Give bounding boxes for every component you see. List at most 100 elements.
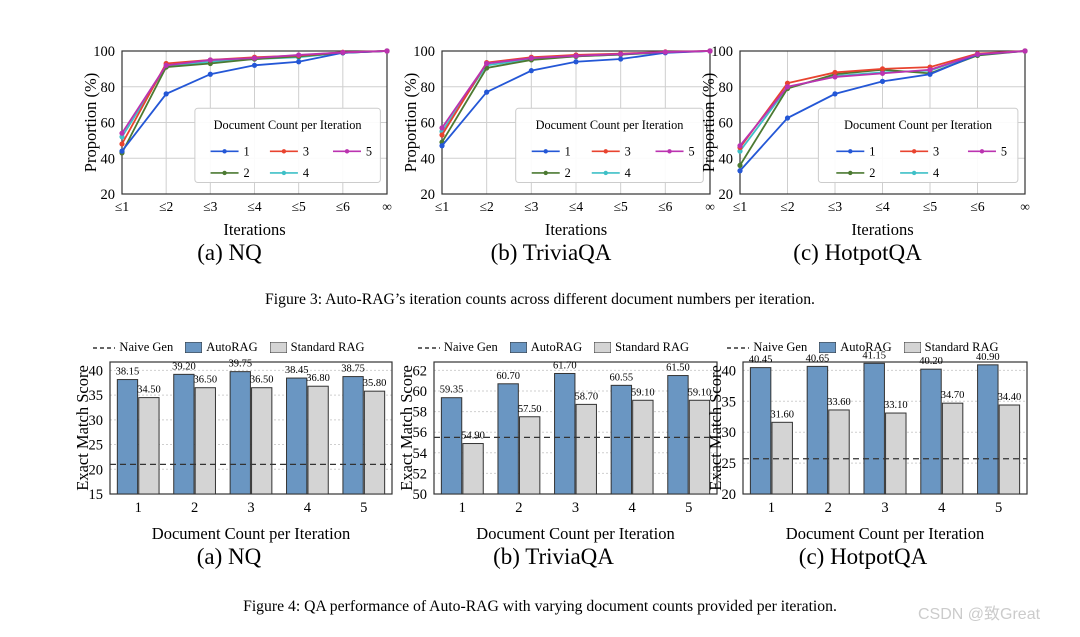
svg-text:40.20: 40.20 [919, 356, 943, 367]
svg-text:20: 20 [101, 187, 116, 203]
svg-text:20: 20 [421, 187, 436, 203]
svg-text:≤2: ≤2 [780, 199, 794, 214]
svg-text:1: 1 [135, 500, 142, 516]
svg-text:20: 20 [719, 187, 734, 203]
svg-text:3: 3 [572, 500, 579, 516]
svg-text:Iterations: Iterations [851, 220, 913, 239]
svg-text:59.10: 59.10 [631, 387, 655, 398]
svg-text:36.50: 36.50 [194, 375, 218, 386]
svg-text:≤1: ≤1 [115, 199, 129, 214]
svg-text:80: 80 [421, 80, 436, 96]
svg-text:80: 80 [719, 80, 734, 96]
svg-text:4: 4 [625, 166, 631, 180]
svg-text:4: 4 [933, 166, 939, 180]
svg-text:2: 2 [565, 166, 571, 180]
svg-text:38.15: 38.15 [116, 367, 140, 378]
svg-text:60.55: 60.55 [610, 372, 634, 383]
svg-text:Iterations: Iterations [545, 220, 607, 239]
svg-text:3: 3 [303, 145, 309, 159]
svg-text:≤5: ≤5 [614, 199, 628, 214]
svg-text:36.50: 36.50 [250, 375, 274, 386]
svg-text:40: 40 [719, 151, 734, 167]
svg-text:31.60: 31.60 [770, 409, 794, 420]
svg-text:34.40: 34.40 [998, 392, 1022, 403]
svg-text:∞: ∞ [1020, 199, 1030, 214]
svg-text:40.90: 40.90 [976, 352, 1000, 363]
svg-text:3: 3 [933, 145, 939, 159]
svg-text:100: 100 [93, 44, 115, 60]
svg-text:33.60: 33.60 [827, 397, 851, 408]
svg-text:41.15: 41.15 [862, 350, 886, 361]
svg-text:1: 1 [869, 145, 875, 159]
svg-text:36.80: 36.80 [306, 373, 330, 384]
svg-text:40: 40 [421, 151, 436, 167]
svg-text:≤6: ≤6 [336, 199, 350, 214]
svg-text:60.70: 60.70 [496, 371, 520, 382]
svg-text:≤3: ≤3 [828, 199, 842, 214]
svg-text:2: 2 [869, 166, 875, 180]
svg-text:40.45: 40.45 [749, 355, 773, 366]
svg-text:3: 3 [881, 500, 888, 516]
svg-text:5: 5 [995, 500, 1002, 516]
svg-text:≤4: ≤4 [569, 199, 583, 214]
svg-text:2: 2 [825, 500, 832, 516]
svg-text:57.50: 57.50 [518, 404, 542, 415]
svg-text:Proportion (%): Proportion (%) [401, 73, 420, 172]
svg-text:60: 60 [101, 116, 116, 132]
svg-text:Proportion (%): Proportion (%) [81, 73, 100, 172]
svg-text:2: 2 [515, 500, 522, 516]
svg-text:4: 4 [304, 500, 312, 516]
svg-text:61.70: 61.70 [553, 360, 577, 371]
svg-text:3: 3 [625, 145, 631, 159]
svg-text:3: 3 [247, 500, 254, 516]
svg-text:Document Count per Iteration: Document Count per Iteration [214, 118, 362, 132]
svg-text:Document Count per Iteration: Document Count per Iteration [536, 118, 684, 132]
svg-text:5: 5 [366, 145, 372, 159]
svg-text:60: 60 [421, 116, 436, 132]
svg-text:33.10: 33.10 [884, 400, 908, 411]
svg-text:39.20: 39.20 [172, 361, 196, 372]
svg-text:≤4: ≤4 [247, 199, 261, 214]
svg-text:Exact Match Score: Exact Match Score [706, 365, 725, 491]
svg-text:40: 40 [101, 151, 116, 167]
svg-text:≤4: ≤4 [875, 199, 889, 214]
svg-text:≤6: ≤6 [970, 199, 984, 214]
svg-text:5: 5 [360, 500, 367, 516]
svg-text:≤1: ≤1 [435, 199, 449, 214]
svg-text:60: 60 [719, 116, 734, 132]
svg-text:Document Count per Iteration: Document Count per Iteration [476, 524, 674, 543]
svg-text:Iterations: Iterations [223, 220, 285, 239]
svg-text:4: 4 [628, 500, 636, 516]
svg-text:59.35: 59.35 [440, 385, 464, 396]
svg-text:≤1: ≤1 [733, 199, 747, 214]
svg-text:40.65: 40.65 [806, 353, 830, 364]
svg-text:2: 2 [243, 166, 249, 180]
svg-text:Document Count per Iteration: Document Count per Iteration [786, 524, 984, 543]
svg-text:Document Count per Iteration: Document Count per Iteration [844, 118, 992, 132]
svg-text:Proportion (%): Proportion (%) [699, 73, 718, 172]
svg-text:34.70: 34.70 [941, 390, 965, 401]
svg-text:4: 4 [303, 166, 309, 180]
svg-text:Exact Match Score: Exact Match Score [397, 365, 416, 491]
svg-text:1: 1 [243, 145, 249, 159]
svg-text:1: 1 [565, 145, 571, 159]
svg-text:Exact Match Score: Exact Match Score [73, 365, 92, 491]
svg-text:1: 1 [768, 500, 775, 516]
svg-text:≤2: ≤2 [159, 199, 173, 214]
svg-text:61.50: 61.50 [666, 363, 690, 374]
svg-text:≤3: ≤3 [524, 199, 538, 214]
svg-text:58.70: 58.70 [574, 391, 598, 402]
svg-text:1: 1 [459, 500, 466, 516]
svg-text:5: 5 [1001, 145, 1007, 159]
svg-text:≤5: ≤5 [923, 199, 937, 214]
svg-text:80: 80 [101, 80, 116, 96]
svg-text:4: 4 [938, 500, 946, 516]
svg-text:≤5: ≤5 [292, 199, 306, 214]
svg-text:34.50: 34.50 [137, 385, 161, 396]
svg-text:≤3: ≤3 [203, 199, 217, 214]
svg-text:39.75: 39.75 [228, 359, 252, 370]
svg-text:54.90: 54.90 [461, 431, 485, 442]
svg-text:100: 100 [711, 44, 733, 60]
svg-text:100: 100 [413, 44, 435, 60]
svg-text:38.45: 38.45 [285, 365, 309, 376]
